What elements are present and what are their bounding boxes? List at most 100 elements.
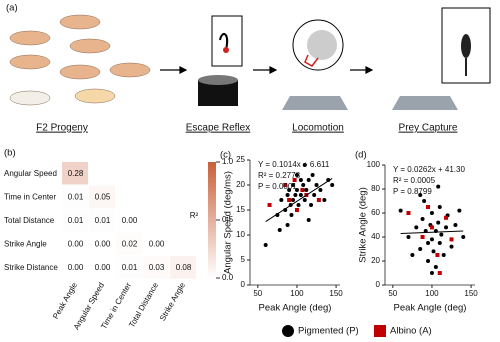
point xyxy=(291,198,296,202)
point xyxy=(418,247,423,251)
point xyxy=(431,249,436,254)
point xyxy=(410,253,415,257)
prey-apparatus xyxy=(392,7,491,110)
point xyxy=(322,198,327,202)
row-label: Strike Distance xyxy=(4,263,58,272)
heat-cell xyxy=(89,256,115,279)
point xyxy=(289,213,294,217)
point xyxy=(291,183,296,187)
point xyxy=(314,183,319,187)
point xyxy=(298,193,303,197)
point xyxy=(310,173,315,177)
point xyxy=(437,241,442,245)
panel-label: (c) xyxy=(220,150,231,161)
point xyxy=(302,198,307,202)
panel-label: (d) xyxy=(355,150,367,161)
y-axis-title: Angular Speed (deg/ms) xyxy=(223,171,234,274)
row-label: Time in Center xyxy=(4,192,57,201)
point xyxy=(433,265,438,269)
x-axis-title: Peak Angle (deg) xyxy=(259,303,332,314)
point xyxy=(312,193,317,197)
point xyxy=(294,188,299,192)
point xyxy=(306,218,311,222)
point xyxy=(449,237,454,242)
cell-label: 0.02 xyxy=(122,239,138,248)
point xyxy=(426,205,431,209)
y-axis-title: Strike Angle (deg) xyxy=(358,187,369,263)
y-tick-label: 20 xyxy=(236,180,245,189)
colorbar-tick-label: 0.0 xyxy=(222,273,234,282)
point xyxy=(293,193,298,197)
cell-label: 0.00 xyxy=(149,239,165,248)
row-label: Total Distance xyxy=(4,216,55,225)
cell-label: 0.00 xyxy=(95,239,111,248)
y-tick-label: 10 xyxy=(236,230,245,239)
legend-label: Albino (A) xyxy=(390,326,432,337)
point xyxy=(302,163,307,167)
cell-label: 0.00 xyxy=(122,216,138,225)
column-label: Total Distance xyxy=(127,281,160,329)
heat-cell xyxy=(89,232,115,255)
point xyxy=(439,232,444,237)
point xyxy=(426,259,431,263)
annotation: R² = 0.0005 xyxy=(393,176,436,185)
point xyxy=(306,178,311,182)
x-tick-label: 100 xyxy=(425,289,439,298)
y-tick-label: 100 xyxy=(367,160,381,169)
cell-label: 0.08 xyxy=(176,263,192,272)
point xyxy=(420,217,425,221)
point xyxy=(330,183,335,187)
locomotion-apparatus xyxy=(282,19,348,110)
fit-line xyxy=(265,178,333,222)
y-tick-label: 40 xyxy=(371,232,380,241)
y-tick-label: 5 xyxy=(241,255,246,264)
point xyxy=(406,211,411,215)
heat-cell xyxy=(116,256,142,279)
point xyxy=(292,178,297,182)
point xyxy=(277,228,282,232)
column-label: Peak Angle xyxy=(51,281,79,321)
cell-label: 0.00 xyxy=(68,263,84,272)
y-tick-label: 0 xyxy=(241,280,246,289)
cell-label: 0.01 xyxy=(122,263,138,272)
point xyxy=(287,198,292,202)
step-label: Locomotion xyxy=(292,123,344,134)
colorbar-tick-label: 0.5 xyxy=(222,215,234,224)
point xyxy=(316,198,321,202)
heat-cell xyxy=(116,209,142,232)
step-label: Escape Reflex xyxy=(186,123,250,134)
point xyxy=(294,173,299,177)
x-tick-label: 150 xyxy=(464,289,478,298)
y-tick-label: 25 xyxy=(236,155,245,164)
point xyxy=(422,199,427,203)
annotation: Y = 0.0262x + 41.30 xyxy=(393,165,465,174)
point xyxy=(283,183,288,187)
cell-label: 0.28 xyxy=(68,169,84,178)
point xyxy=(301,183,306,187)
point xyxy=(287,188,292,192)
point xyxy=(420,235,425,239)
legend-swatch xyxy=(282,325,294,337)
point xyxy=(444,215,449,220)
arrows xyxy=(160,66,374,74)
annotation: Y = 0.1014x + 6.611 xyxy=(258,160,330,169)
heat-cell xyxy=(143,232,169,255)
colorbar-label: R² xyxy=(190,211,199,220)
point xyxy=(414,225,419,230)
heat-cell xyxy=(143,256,169,279)
heat-cell xyxy=(62,256,88,279)
point xyxy=(318,188,323,192)
x-tick-label: 100 xyxy=(290,289,304,298)
y-tick-label: 15 xyxy=(236,205,245,214)
cell-label: 0.05 xyxy=(95,192,111,201)
x-tick-label: 50 xyxy=(253,289,262,298)
point xyxy=(449,244,454,249)
annotation: P = 0.0001 xyxy=(258,182,297,191)
row-label: Strike Angle xyxy=(4,239,47,248)
point xyxy=(461,235,466,239)
heat-cell xyxy=(170,256,196,279)
point xyxy=(423,229,428,233)
point xyxy=(437,205,442,209)
point xyxy=(435,253,440,257)
heat-cell xyxy=(62,209,88,232)
